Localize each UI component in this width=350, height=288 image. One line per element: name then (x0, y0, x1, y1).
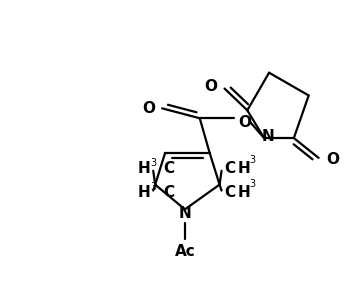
Text: 3: 3 (249, 155, 256, 165)
Text: $_3$: $_3$ (150, 155, 158, 169)
Text: Ac: Ac (175, 245, 195, 259)
Text: N: N (178, 206, 191, 221)
Text: H: H (138, 161, 150, 176)
Text: O: O (238, 115, 251, 130)
Text: $_3$: $_3$ (150, 179, 158, 192)
Text: C: C (163, 185, 174, 200)
Text: O: O (326, 152, 339, 167)
Text: O: O (142, 101, 155, 116)
Text: O: O (204, 79, 217, 94)
Text: N: N (262, 128, 274, 144)
Text: C: C (224, 161, 236, 176)
Text: H: H (237, 185, 250, 200)
Text: C: C (163, 161, 174, 176)
Text: C: C (224, 185, 236, 200)
Text: H: H (237, 161, 250, 176)
Text: 3: 3 (249, 179, 256, 189)
Text: H: H (138, 185, 150, 200)
